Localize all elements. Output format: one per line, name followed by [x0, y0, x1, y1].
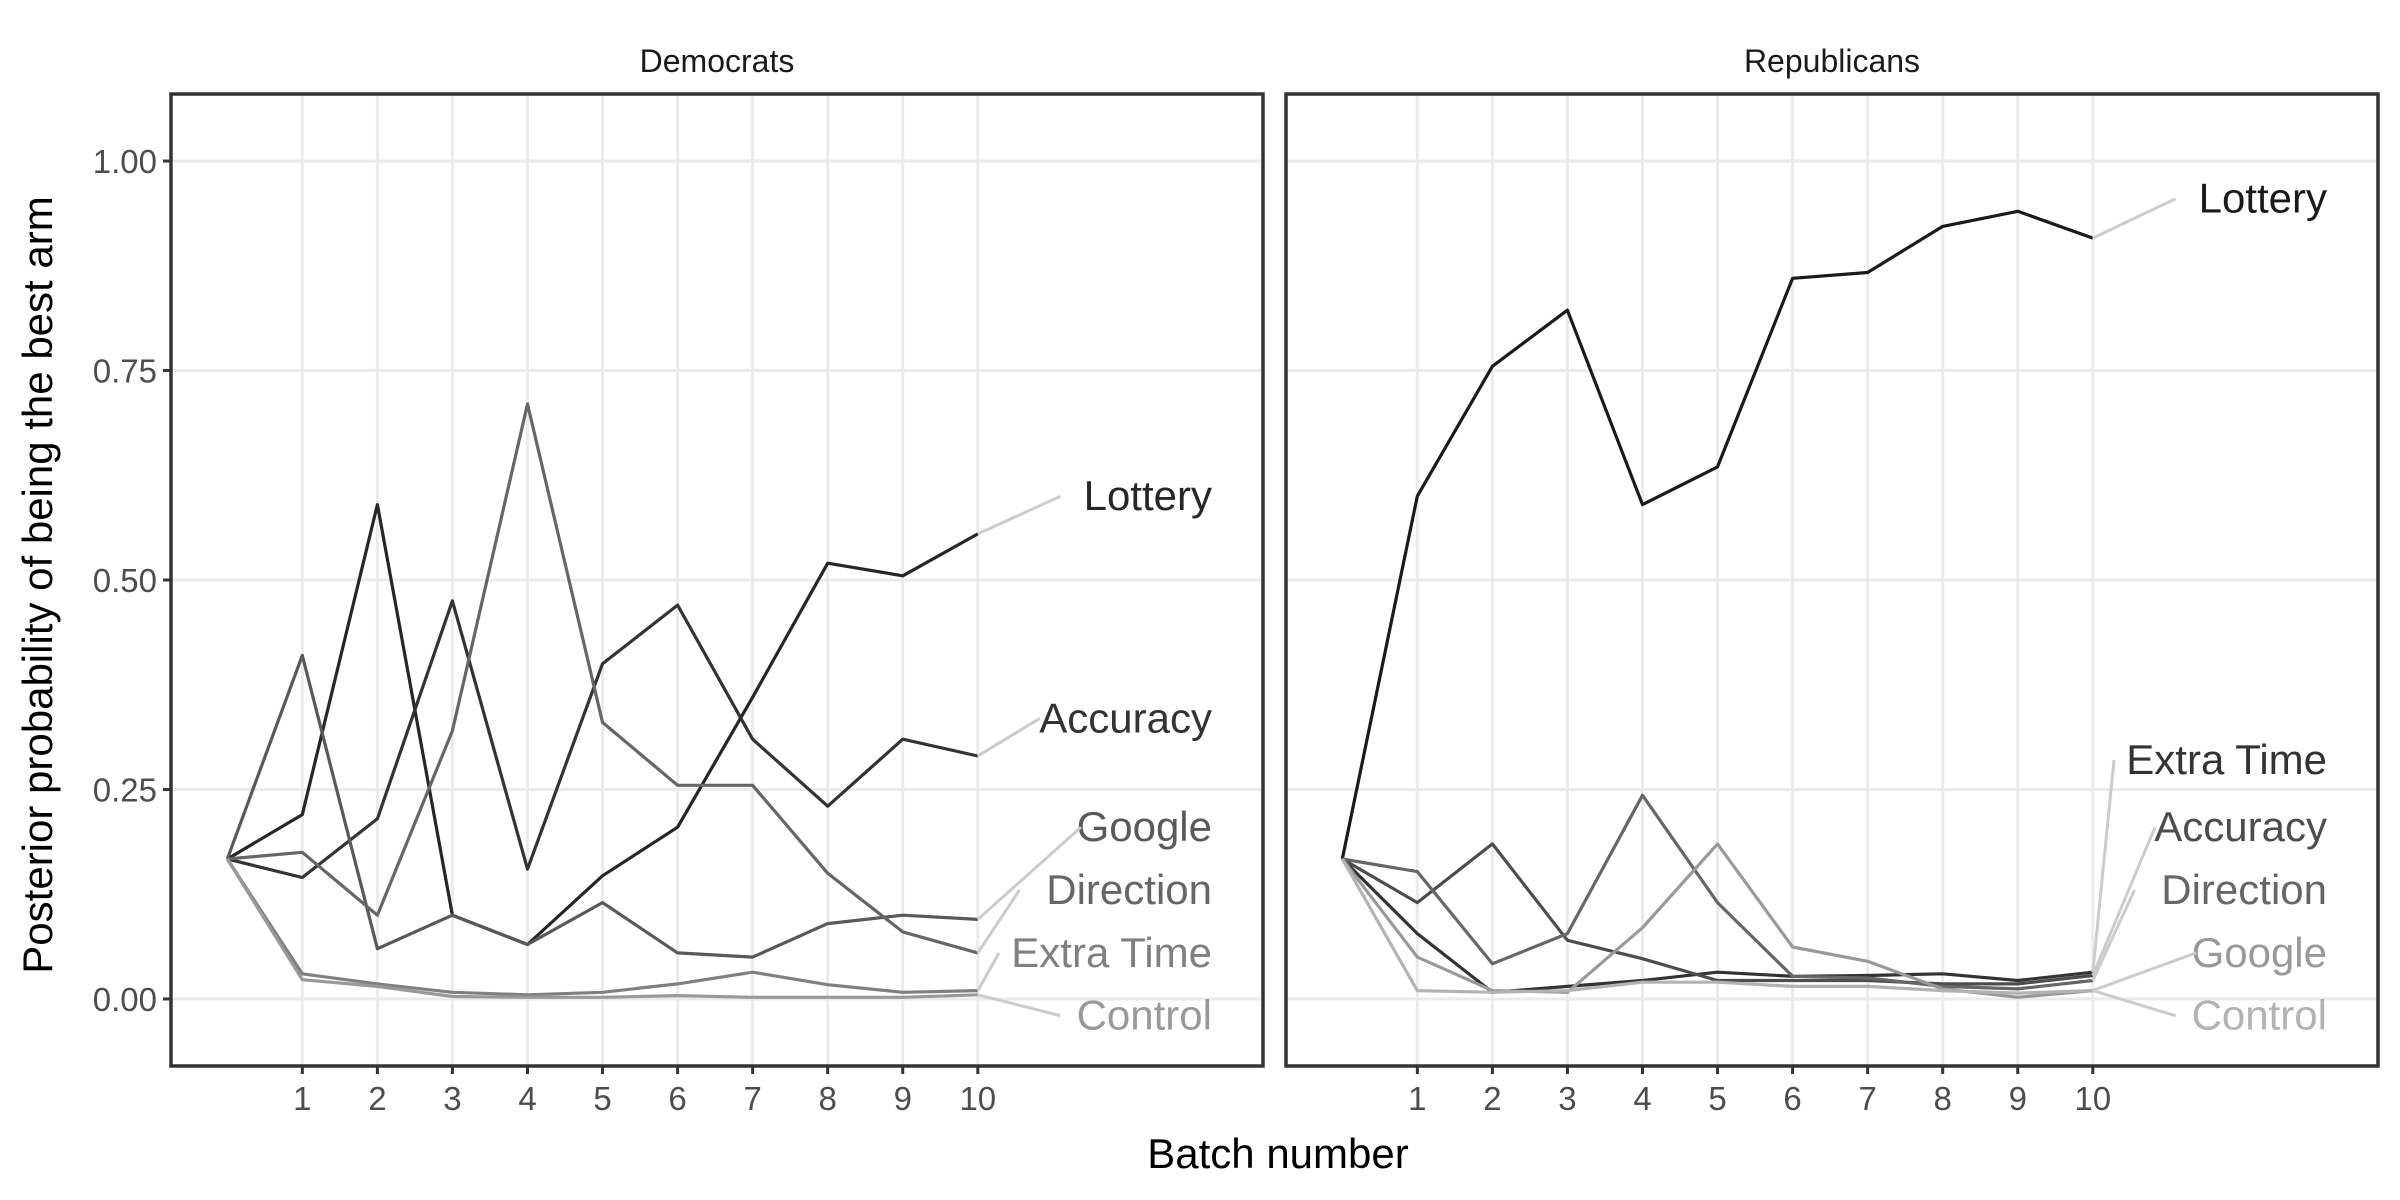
series-line-republicans-extra-time	[1341, 857, 2093, 994]
y-tick-label: 0.25	[93, 771, 157, 808]
gridlines-democrats	[171, 94, 1263, 1066]
y-tick-label: 0.75	[93, 353, 157, 390]
x-tick-label: 10	[2074, 1080, 2111, 1117]
panel-title-republicans: Republicans	[1744, 43, 1920, 79]
x-tick-label: 7	[1858, 1080, 1876, 1117]
x-tick-label: 9	[894, 1080, 912, 1117]
series-label-democrats-google: Google	[1077, 803, 1212, 850]
x-tick-label: 8	[819, 1080, 837, 1117]
series-label-democrats-control: Control	[1077, 992, 1212, 1039]
series-label-democrats-direction: Direction	[1046, 866, 1212, 913]
leader-line-republicans-direction	[2091, 889, 2136, 982]
leader-line-republicans-accuracy	[2091, 826, 2157, 977]
x-tick-label: 4	[1633, 1080, 1651, 1117]
y-tick-label: 0.50	[93, 562, 157, 599]
series-line-democrats-lottery	[226, 503, 979, 947]
series-label-republicans-google: Google	[2192, 929, 2327, 976]
x-tick-label: 10	[959, 1080, 996, 1117]
leader-line-republicans-control	[2092, 989, 2176, 1018]
y-tick-label: 0.00	[93, 981, 157, 1018]
y-axis-title: Posterior probability of being the best …	[14, 196, 61, 973]
x-tick-label: 6	[668, 1080, 686, 1117]
x-tick-label: 2	[368, 1080, 386, 1117]
series-label-republicans-direction: Direction	[2161, 866, 2327, 913]
series-line-democrats-google	[225, 653, 978, 959]
panel-title-democrats: Democrats	[640, 43, 795, 79]
panel-democrats: Democrats 0.00 0.25 0.50 0.75 1.00 1 2 3 4 5 6 7 8 9 10…	[93, 43, 1265, 1117]
x-tick-label: 3	[443, 1080, 461, 1117]
series-line-democrats-extra-time	[225, 858, 978, 997]
x-tick-label: 9	[2009, 1080, 2027, 1117]
x-tick-label: 1	[1408, 1080, 1426, 1117]
x-tick-label: 1	[293, 1080, 311, 1117]
panel-border-republicans	[1284, 92, 2380, 1068]
x-tick-label: 7	[743, 1080, 761, 1117]
series-line-republicans-direction	[1342, 793, 2093, 991]
x-tick-label: 5	[1708, 1080, 1726, 1117]
panel-republicans: Republicans 1 2 3 4 5 6 7 8 9 10 Lottery Extra Time A…	[1284, 43, 2380, 1117]
gridlines-republicans	[1286, 94, 2378, 1066]
series-line-republicans-control	[1340, 858, 2093, 995]
x-tick-label: 8	[1934, 1080, 1952, 1117]
series-line-republicans-accuracy	[1341, 842, 2093, 986]
x-tick-label: 3	[1558, 1080, 1576, 1117]
series-label-democrats-lottery: Lottery	[1084, 472, 1212, 519]
leader-line-republicans-extra-time	[2091, 760, 2116, 973]
series-label-democrats-extra-time: Extra Time	[1011, 929, 1212, 976]
series-label-republicans-control: Control	[2192, 992, 2327, 1039]
series-label-republicans-extra-time: Extra Time	[2126, 736, 2327, 783]
panel-border-democrats	[169, 92, 1265, 1068]
series-line-republicans-lottery	[1340, 209, 2094, 860]
x-tick-label: 5	[593, 1080, 611, 1117]
x-axis-title: Batch number	[1147, 1130, 1408, 1177]
y-tick-label: 1.00	[93, 143, 157, 180]
leader-line-democrats-direction	[976, 889, 1021, 954]
x-tick-label: 4	[518, 1080, 536, 1117]
series-label-democrats-accuracy: Accuracy	[1039, 694, 1212, 741]
leader-line-republicans-google	[2092, 951, 2197, 992]
leader-line-democrats-control	[977, 993, 1061, 1018]
series-label-republicans-lottery: Lottery	[2199, 175, 2327, 222]
series-line-democrats-accuracy	[226, 599, 979, 880]
leader-line-democrats-lottery	[977, 494, 1062, 536]
leader-line-democrats-accuracy	[977, 716, 1041, 758]
series-label-republicans-accuracy: Accuracy	[2154, 803, 2327, 850]
panels: Democrats 0.00 0.25 0.50 0.75 1.00 1 2 3 4 5 6 7 8 9 10…	[93, 43, 2380, 1117]
leader-line-republicans-lottery	[2092, 197, 2177, 240]
leader-line-democrats-extra-time	[976, 952, 1001, 992]
series-line-democrats-control	[225, 858, 978, 999]
x-tick-label: 6	[1783, 1080, 1801, 1117]
series-line-democrats-direction	[227, 402, 979, 955]
x-tick-label: 2	[1483, 1080, 1501, 1117]
leader-line-democrats-google	[976, 826, 1082, 921]
